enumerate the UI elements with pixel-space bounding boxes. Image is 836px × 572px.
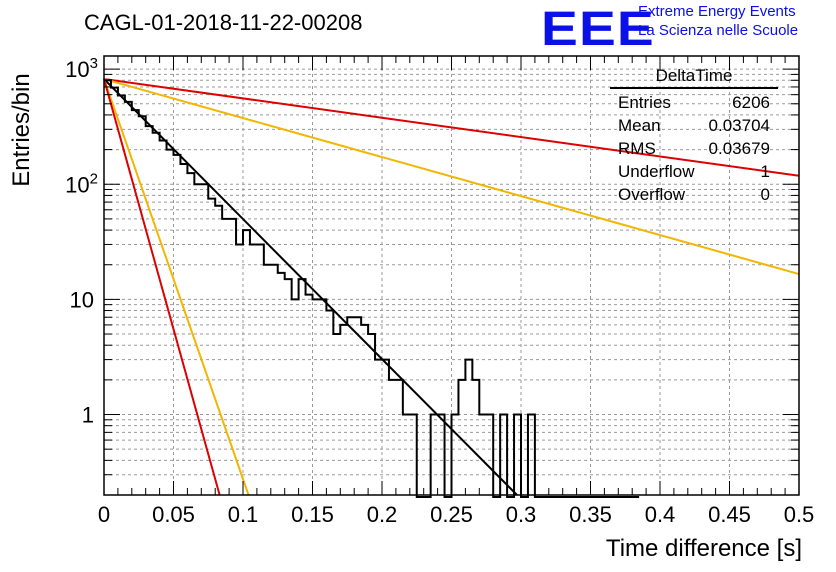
y-axis-label: Entries/bin <box>8 73 35 187</box>
stats-title: DeltaTime <box>610 66 778 89</box>
x-tick-label: 0 <box>98 502 110 527</box>
y-tick-label: 1 <box>82 403 94 428</box>
y-tick-label: 103 <box>65 55 98 82</box>
chart-title: CAGL-01-2018-11-22-00208 <box>84 10 363 35</box>
logo-line-2: La Scienza nelle Scuole <box>638 22 799 39</box>
x-tick-label: 0.25 <box>430 502 473 527</box>
x-tick-label: 0.45 <box>708 502 751 527</box>
x-tick-label: 0.15 <box>291 502 334 527</box>
y-tick-label: 10 <box>70 287 94 312</box>
histogram-bars <box>104 79 640 498</box>
x-tick-label: 0.35 <box>569 502 612 527</box>
x-tick-label: 0.2 <box>367 502 398 527</box>
x-tick-label: 0.05 <box>152 502 195 527</box>
stats-value: 0 <box>760 185 770 204</box>
x-tick-label: 0.3 <box>506 502 537 527</box>
y-tick-labels: 1 10 102 103 <box>65 55 98 427</box>
x-tick-label: 0.5 <box>784 502 815 527</box>
stats-row-underflow: Underflow 1 <box>610 160 778 183</box>
logo-line-1: Extreme Energy Events <box>638 3 796 20</box>
fit-curve <box>103 78 221 496</box>
stats-row-mean: Mean 0.03704 <box>610 114 778 137</box>
stats-row-rms: RMS 0.03679 <box>610 137 778 160</box>
stats-label: Underflow <box>618 162 695 181</box>
stats-row-overflow: Overflow 0 <box>610 183 778 206</box>
stats-value: 6206 <box>732 93 770 112</box>
histogram-outline <box>104 79 640 498</box>
stats-label: Overflow <box>618 185 686 204</box>
stats-value: 1 <box>760 162 770 181</box>
stats-row-entries: Entries 6206 <box>610 91 778 114</box>
stats-label: Entries <box>618 93 671 112</box>
stats-label: Mean <box>618 116 661 135</box>
x-tick-labels: 0 0.05 0.1 0.15 0.2 0.25 0.3 0.35 0.4 0.45 0.5 <box>98 502 814 527</box>
stats-label: RMS <box>618 139 656 158</box>
x-axis-label: Time difference [s] <box>605 535 802 562</box>
fit-curve <box>103 78 518 496</box>
fit-curve <box>103 78 250 496</box>
x-tick-label: 0.4 <box>645 502 676 527</box>
fit-curves <box>103 78 800 496</box>
stats-value: 0.03704 <box>708 116 770 135</box>
stats-box: DeltaTime Entries 6206 Mean 0.03704 RMS … <box>610 66 778 206</box>
fit-curve <box>103 78 800 177</box>
fit-curve <box>103 78 800 276</box>
y-tick-label: 102 <box>65 170 98 197</box>
axis-ticks <box>103 56 800 496</box>
x-tick-label: 0.1 <box>228 502 259 527</box>
y-axis-label-wrap: Entries/bin <box>4 70 40 190</box>
stats-value: 0.03679 <box>708 139 770 158</box>
eee-logo: EEE <box>541 3 655 56</box>
